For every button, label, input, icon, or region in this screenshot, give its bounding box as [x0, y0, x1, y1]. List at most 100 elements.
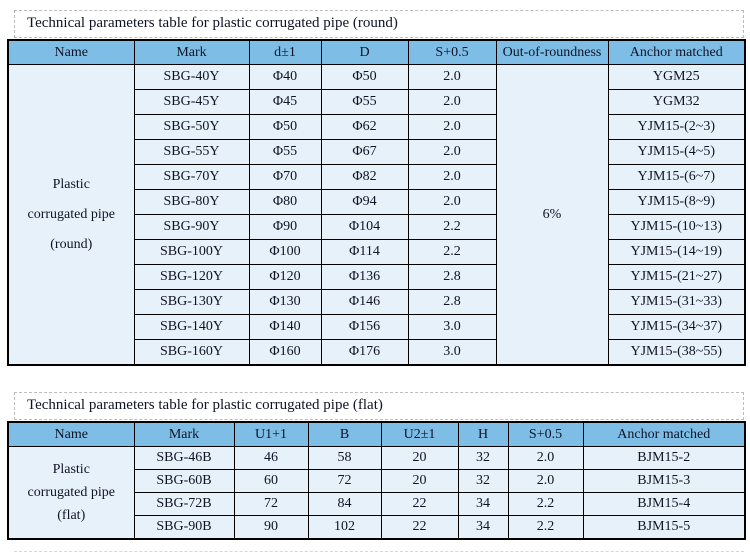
cell-u1: 60	[233, 469, 309, 493]
flat-col-b: B	[307, 421, 382, 447]
table-row: SBG-80Y Φ80 Φ94 2.0 YJM15-(8~9)	[8, 189, 746, 215]
cell-anchor: YJM15-(4~5)	[607, 139, 746, 165]
cell-d1: Φ120	[248, 264, 322, 290]
cell-mark: SBG-160Y	[133, 339, 250, 366]
cell-mark: SBG-60B	[133, 469, 235, 493]
cell-s: 2.8	[407, 289, 497, 315]
cell-mark: SBG-90B	[133, 515, 235, 540]
cell-d1: Φ90	[248, 214, 322, 240]
cell-mark: SBG-50Y	[133, 114, 250, 140]
cell-d1: Φ50	[248, 114, 322, 140]
cell-d1: Φ70	[248, 164, 322, 190]
cell-s: 2.2	[407, 239, 497, 265]
cell-s: 2.0	[407, 64, 497, 90]
flat-col-u1: U1+1	[233, 421, 309, 447]
cell-s: 2.8	[407, 264, 497, 290]
flat-col-u2: U2±1	[380, 421, 459, 447]
table-row: SBG-55Y Φ55 Φ67 2.0 YJM15-(4~5)	[8, 139, 746, 165]
cell-D: Φ55	[320, 89, 409, 115]
cell-anchor: BJM15-5	[582, 515, 746, 540]
cell-anchor: BJM15-3	[582, 469, 746, 493]
cell-s: 2.0	[407, 114, 497, 140]
cell-anchor: BJM15-4	[582, 492, 746, 516]
cell-d1: Φ160	[248, 339, 322, 366]
cell-mark: SBG-120Y	[133, 264, 250, 290]
cell-anchor: YJM15-(10~13)	[607, 214, 746, 240]
round-col-name: Name	[7, 39, 135, 65]
cell-u1: 72	[233, 492, 309, 516]
round-oor-cell: 6%	[495, 64, 609, 366]
table-row: SBG-50Y Φ50 Φ62 2.0 YJM15-(2~3)	[8, 114, 746, 140]
cell-b: 84	[307, 492, 382, 516]
cell-D: Φ82	[320, 164, 409, 190]
cell-mark: SBG-45Y	[133, 89, 250, 115]
cell-D: Φ94	[320, 189, 409, 215]
round-col-anchor: Anchor matched	[607, 39, 746, 65]
cell-anchor: YJM15-(14~19)	[607, 239, 746, 265]
cell-D: Φ146	[320, 289, 409, 315]
table-row: Plastic corrugated pipe (round) SBG-40Y …	[7, 64, 746, 366]
cell-d1: Φ140	[248, 314, 322, 340]
section-gap	[7, 366, 747, 392]
table-row: SBG-70Y Φ70 Φ82 2.0 YJM15-(6~7)	[8, 164, 746, 190]
flat-col-s: S+0.5	[507, 421, 584, 447]
cell-anchor: YJM15-(8~9)	[607, 189, 746, 215]
flat-parameters-table: Name Mark U1+1 B U2±1 H S+0.5 Anchor mat…	[7, 421, 746, 540]
cell-mark: SBG-140Y	[133, 314, 250, 340]
cell-h: 34	[457, 515, 509, 540]
table-row: SBG-100Y Φ100 Φ114 2.2 YJM15-(14~19)	[8, 239, 746, 265]
flat-col-anchor: Anchor matched	[582, 421, 746, 447]
cell-s: 2.0	[507, 469, 584, 493]
cell-d1: Φ45	[248, 89, 322, 115]
cell-s: 2.0	[407, 164, 497, 190]
table-row: SBG-72B 72 84 22 34 2.2 BJM15-4	[8, 492, 746, 516]
cell-d1: Φ130	[248, 289, 322, 315]
cell-b: 58	[307, 446, 382, 470]
round-header-row: Name Mark d±1 D S+0.5 Out-of-roundness A…	[7, 39, 746, 65]
cell-anchor: YGM25	[607, 64, 746, 90]
flat-name-cell: Plastic corrugated pipe (flat)	[7, 446, 135, 540]
cell-h: 32	[457, 446, 509, 470]
cell-mark: SBG-46B	[133, 446, 235, 470]
cell-D: Φ176	[320, 339, 409, 366]
round-table-title-box: Technical parameters table for plastic c…	[14, 10, 744, 38]
flat-col-h: H	[457, 421, 509, 447]
cell-mark: SBG-72B	[133, 492, 235, 516]
table-row: SBG-90B 90 102 22 34 2.2 BJM15-5	[8, 515, 746, 540]
round-parameters-table: Name Mark d±1 D S+0.5 Out-of-roundness A…	[7, 39, 746, 366]
round-col-mark: Mark	[133, 39, 250, 65]
cell-u1: 46	[233, 446, 309, 470]
cell-anchor: YJM15-(6~7)	[607, 164, 746, 190]
cell-b: 102	[307, 515, 382, 540]
cell-D: Φ136	[320, 264, 409, 290]
flat-col-name: Name	[7, 421, 135, 447]
cell-mark: SBG-130Y	[133, 289, 250, 315]
cell-s: 3.0	[407, 314, 497, 340]
cell-anchor: BJM15-2	[582, 446, 746, 470]
partial-title-box-divider	[14, 551, 744, 557]
cell-d1: Φ100	[248, 239, 322, 265]
flat-col-mark: Mark	[133, 421, 235, 447]
cell-s: 2.2	[507, 515, 584, 540]
flat-table-title-box: Technical parameters table for plastic c…	[14, 392, 744, 420]
table-row: SBG-45Y Φ45 Φ55 2.0 YGM32	[8, 89, 746, 115]
cell-D: Φ156	[320, 314, 409, 340]
round-table-title: Technical parameters table for plastic c…	[27, 15, 398, 31]
cell-b: 72	[307, 469, 382, 493]
cell-u2: 22	[380, 515, 459, 540]
cell-D: Φ114	[320, 239, 409, 265]
cell-u2: 20	[380, 469, 459, 493]
cell-mark: SBG-40Y	[133, 64, 250, 90]
cell-d1: Φ55	[248, 139, 322, 165]
cell-anchor: YJM15-(2~3)	[607, 114, 746, 140]
cell-anchor: YJM15-(38~55)	[607, 339, 746, 366]
cell-u1: 90	[233, 515, 309, 540]
cell-s: 3.0	[407, 339, 497, 366]
cell-s: 2.0	[407, 139, 497, 165]
cell-D: Φ67	[320, 139, 409, 165]
cell-h: 34	[457, 492, 509, 516]
cell-s: 2.2	[407, 214, 497, 240]
table-row: SBG-160Y Φ160 Φ176 3.0 YJM15-(38~55)	[8, 339, 746, 366]
round-col-D: D	[320, 39, 409, 65]
